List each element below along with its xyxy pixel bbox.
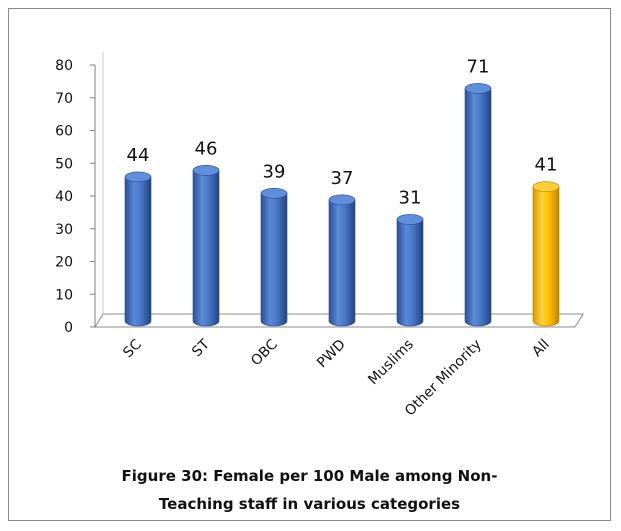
- y-tick-label: 60: [55, 124, 73, 140]
- data-label: 71: [467, 56, 490, 77]
- bar-other-minority: [464, 83, 492, 327]
- figure-caption-line-2: Teaching staff in various categories: [158, 495, 461, 513]
- category-label: All: [529, 337, 553, 361]
- bar-cap: [464, 83, 492, 94]
- y-tick-label: 20: [55, 255, 73, 271]
- bar-body: [124, 176, 152, 327]
- bar-body: [464, 88, 492, 327]
- bar-body: [328, 199, 356, 327]
- bar-cap: [396, 214, 424, 225]
- category-label: PWD: [314, 337, 349, 372]
- y-tick-label: 0: [64, 320, 73, 336]
- y-tick-label: 80: [55, 58, 73, 74]
- bar-cap: [532, 181, 560, 193]
- y-tick-label: 50: [55, 156, 73, 172]
- bar-obc: [260, 187, 288, 327]
- y-tick-label: 30: [55, 222, 73, 238]
- data-label: 37: [331, 168, 354, 189]
- bar-body: [396, 219, 424, 327]
- bar-cap: [328, 194, 356, 206]
- category-label: ST: [189, 336, 213, 360]
- figure-caption-line-1: Figure 30: Female per 100 Male among Non…: [121, 467, 498, 485]
- category-label: Muslims: [365, 337, 417, 389]
- bar-body: [192, 170, 220, 327]
- bar-cap: [260, 187, 288, 199]
- data-label: 46: [195, 138, 218, 159]
- y-tick-label: 10: [55, 287, 73, 303]
- bar-sc: [124, 171, 152, 327]
- y-tick-label: 70: [55, 91, 73, 107]
- category-label: OBC: [248, 336, 281, 369]
- y-tick-label: 40: [55, 189, 73, 205]
- bar-body: [260, 192, 288, 327]
- bar-all: [532, 181, 560, 327]
- bar-body: [532, 186, 560, 327]
- category-label: SC: [120, 336, 145, 361]
- data-label: 31: [399, 187, 422, 208]
- bar-st: [192, 165, 220, 327]
- bar-pwd: [328, 194, 356, 327]
- bar-muslims: [396, 214, 424, 327]
- data-label: 44: [127, 145, 150, 166]
- bar-cap: [192, 165, 220, 176]
- bar-cap: [124, 171, 152, 183]
- chart-frame: [8, 8, 611, 521]
- data-label: 39: [263, 161, 286, 182]
- data-label: 41: [535, 155, 558, 176]
